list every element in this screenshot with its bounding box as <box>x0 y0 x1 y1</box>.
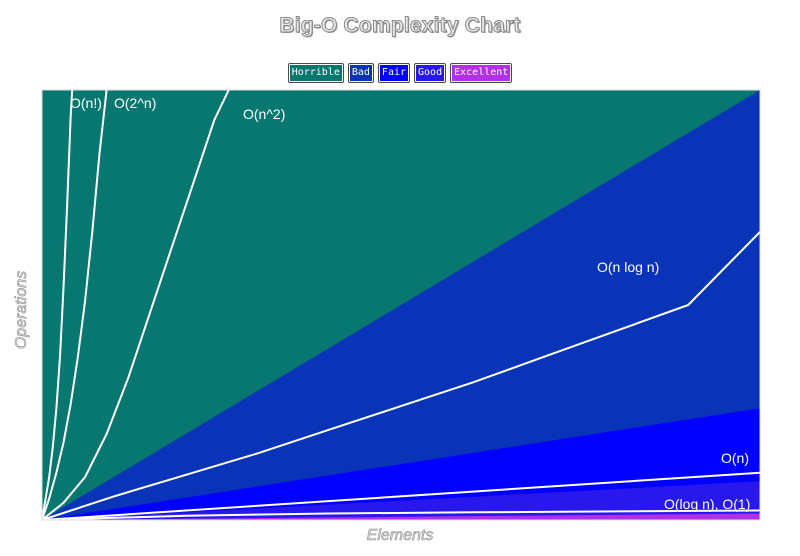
chart-title: Big-O Complexity Chart <box>279 14 521 38</box>
label-log-constant: O(log n), O(1) <box>664 496 750 512</box>
label-exponential: O(2^n) <box>114 95 156 111</box>
plot-frame <box>41 89 761 521</box>
legend-item-horrible: Horrible <box>287 63 344 83</box>
region-bad <box>42 90 760 520</box>
curve-3 <box>41 231 761 521</box>
label-linear: O(n) <box>721 450 749 466</box>
y-axis-label: Operations <box>13 270 31 350</box>
curve-4 <box>41 471 761 521</box>
complexity-curves <box>41 89 761 521</box>
legend: Horrible Bad Fair Good Excellent <box>0 63 800 83</box>
curve-0 <box>41 89 74 521</box>
complexity-regions <box>42 90 760 520</box>
legend-item-excellent: Excellent <box>450 63 513 83</box>
curve-1 <box>41 89 108 521</box>
curve-5 <box>41 509 761 521</box>
legend-item-good: Good <box>414 63 447 83</box>
x-axis-label: Elements <box>366 527 434 545</box>
region-excellent <box>42 513 760 520</box>
legend-item-bad: Bad <box>347 63 374 83</box>
label-quadratic: O(n^2) <box>243 106 285 122</box>
label-linearithmic: O(n log n) <box>597 259 659 275</box>
curve-labels: O(n!) O(2^n) O(n^2) O(n log n) O(n) O(lo… <box>70 95 750 512</box>
curve-2 <box>41 89 230 521</box>
region-good <box>42 481 760 520</box>
label-factorial: O(n!) <box>70 95 102 111</box>
legend-item-fair: Fair <box>377 63 411 83</box>
